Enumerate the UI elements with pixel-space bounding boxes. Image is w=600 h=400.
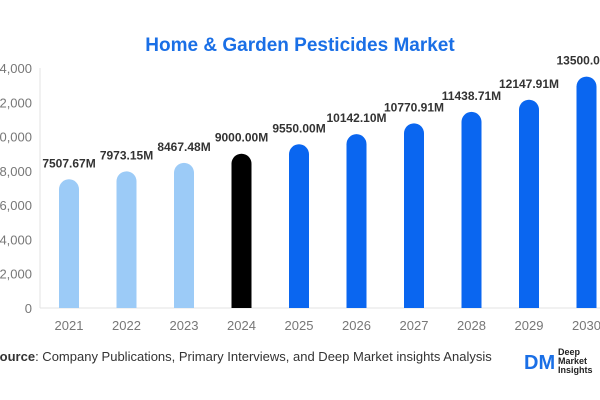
data-label: 7973.15M [100, 148, 153, 162]
data-label: 10142.10M [326, 111, 386, 125]
y-tick-label: 8,000 [0, 164, 32, 179]
bar-2028 [461, 111, 482, 308]
logo-text-2: Market [558, 356, 587, 366]
bar-2023 [174, 162, 194, 308]
bar-2027 [404, 123, 424, 308]
bar-2024 [231, 153, 252, 308]
y-tick-label: 14,000 [0, 61, 32, 76]
bar-2026 [346, 134, 367, 308]
x-tick-label: 2024 [227, 318, 256, 333]
data-label: 12147.91M [499, 77, 559, 91]
data-label: 9000.00M [215, 131, 268, 145]
chart-title: Home & Garden Pesticides Market [145, 35, 455, 56]
logo-mark: DM [524, 352, 555, 374]
x-tick-label: 2030 [572, 318, 600, 333]
bar-2022 [116, 171, 137, 308]
x-tick-label: 2029 [515, 318, 544, 333]
data-label: 9550.00M [272, 121, 325, 135]
y-tick-label: 2,000 [0, 267, 32, 282]
y-tick-label: 6,000 [0, 198, 32, 213]
data-label: 11438.71M [442, 89, 501, 103]
bars [59, 76, 597, 308]
y-tick-label: 12,000 [0, 95, 32, 110]
y-tick-label: 4,000 [0, 232, 32, 247]
data-labels: 7507.67M 7973.15M 8467.48M 9000.00M 9550.00M… [42, 54, 600, 171]
bar-2030 [576, 76, 597, 308]
source-text: : Company Publications, Primary Intervie… [35, 349, 492, 364]
x-tick-label: 2028 [457, 318, 486, 333]
source-note: Source: Company Publications, Primary In… [0, 349, 492, 364]
y-tick-label: 0 [25, 301, 32, 316]
data-label: 7507.67M [42, 156, 95, 170]
data-label: 8467.48M [157, 140, 210, 154]
y-tick-label: 10,000 [0, 130, 32, 145]
bar-2021 [59, 179, 79, 308]
x-axis-ticks: 2021 2022 2023 2024 2025 2026 2027 2028 2029 2030 [55, 318, 600, 333]
x-tick-label: 2023 [170, 318, 199, 333]
x-tick-label: 2027 [400, 318, 429, 333]
data-label: 13500.00M [556, 54, 600, 68]
y-axis-ticks: 0 2,000 4,000 6,000 8,000 10,000 12,000 14,000 [0, 61, 32, 316]
source-label: Source [0, 349, 35, 364]
deep-market-insights-logo: DM Deep Market Insights [524, 347, 593, 375]
x-tick-label: 2021 [55, 318, 84, 333]
bar-2029 [519, 99, 539, 308]
x-tick-label: 2022 [112, 318, 141, 333]
x-tick-label: 2025 [285, 318, 314, 333]
logo-text-3: Insights [558, 365, 593, 375]
bar-2025 [289, 144, 309, 308]
logo-text-1: Deep [558, 347, 581, 357]
data-label: 10770.91M [384, 100, 444, 114]
x-tick-label: 2026 [342, 318, 371, 333]
